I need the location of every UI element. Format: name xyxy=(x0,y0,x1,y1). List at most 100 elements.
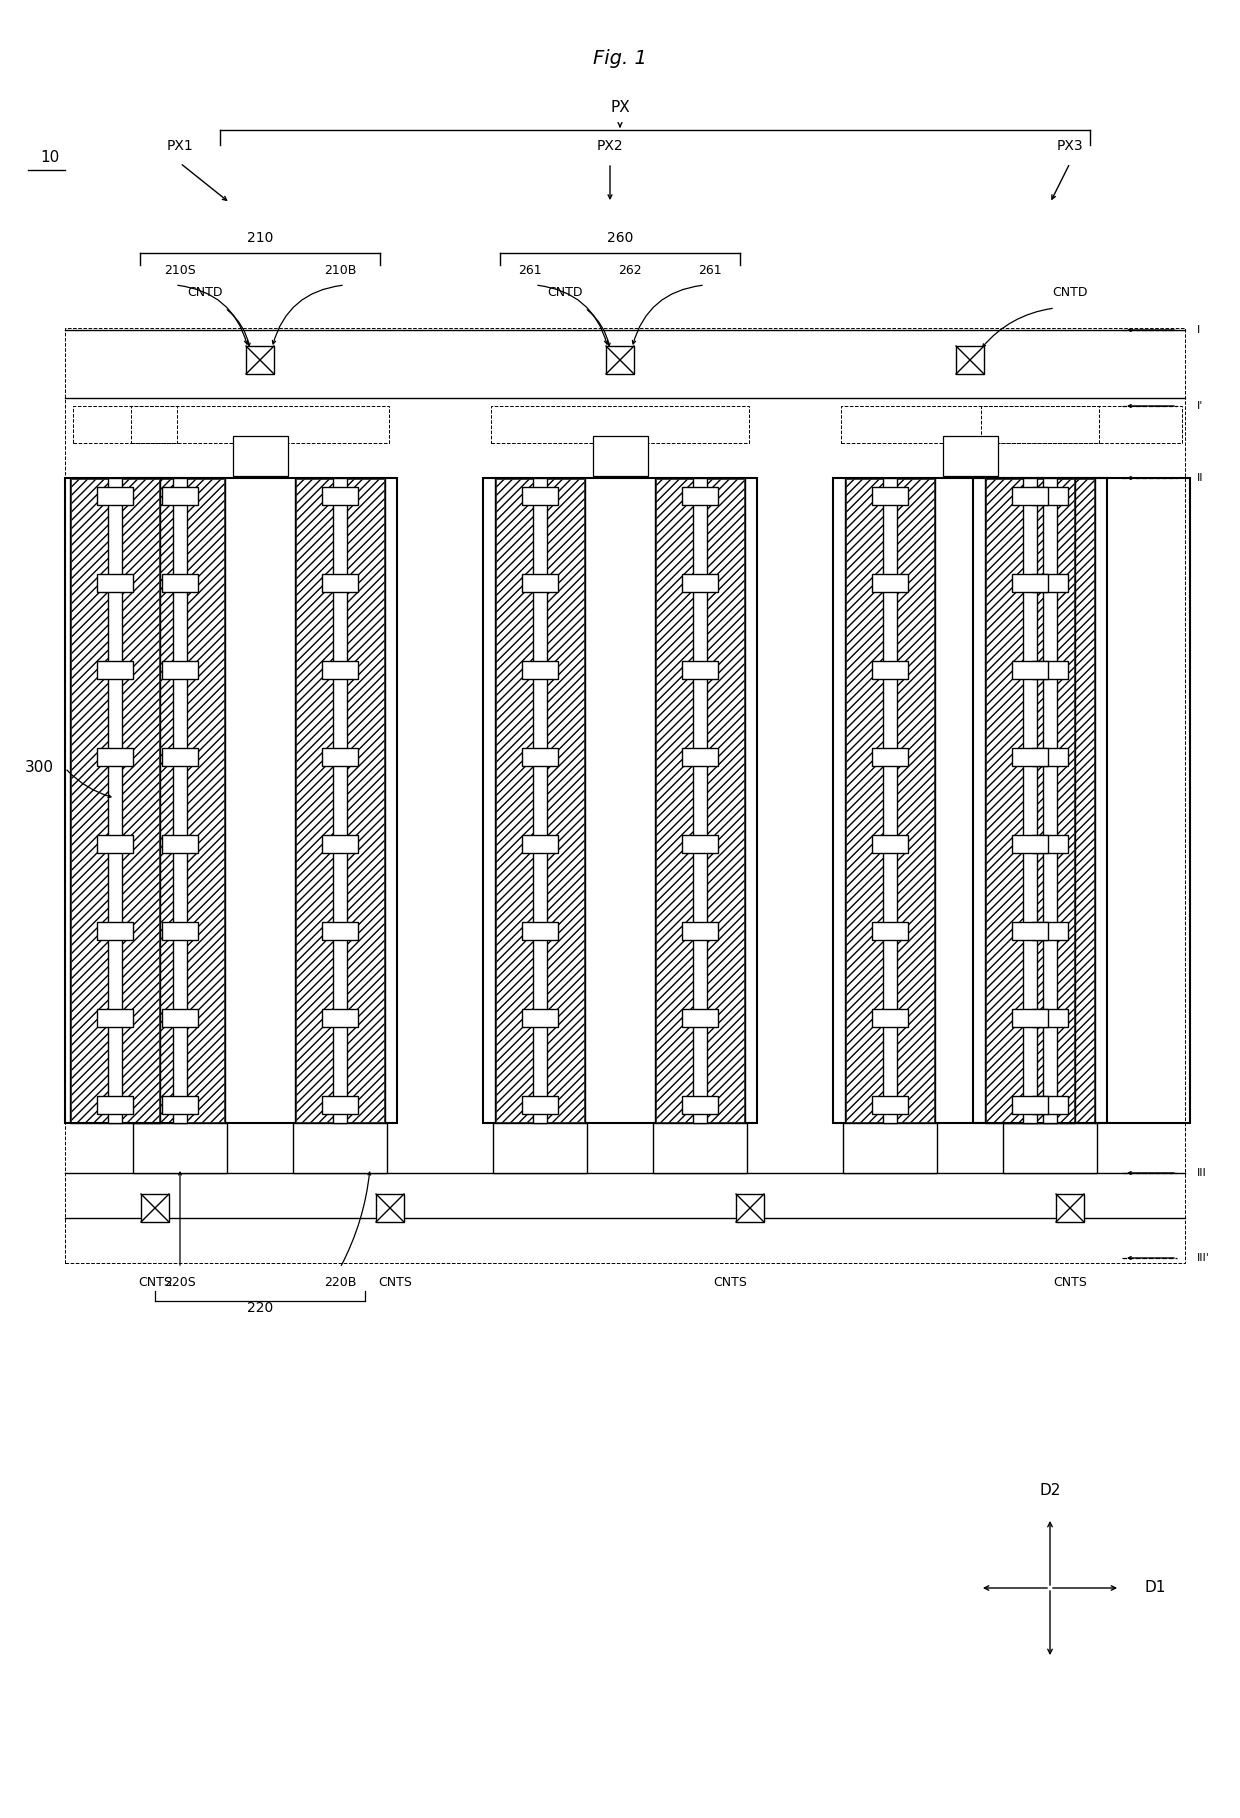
Bar xyxy=(133,1124,227,1173)
Bar xyxy=(322,1096,358,1114)
Text: III': III' xyxy=(1197,1253,1210,1264)
Bar xyxy=(495,478,585,1124)
Bar xyxy=(246,345,274,375)
Bar xyxy=(682,574,718,593)
Bar xyxy=(322,574,358,593)
Bar xyxy=(522,1009,558,1027)
Bar xyxy=(1004,478,1095,1124)
Text: CNTD: CNTD xyxy=(1053,287,1087,300)
Bar xyxy=(162,1009,198,1027)
Bar xyxy=(1032,1009,1068,1027)
Bar xyxy=(522,834,558,853)
Bar xyxy=(296,478,384,1122)
Bar xyxy=(1032,662,1068,678)
Bar xyxy=(1012,834,1048,853)
Bar xyxy=(1006,478,1094,1122)
Bar xyxy=(1056,1194,1084,1222)
Bar xyxy=(872,574,908,593)
Bar xyxy=(97,1096,133,1114)
Bar xyxy=(1012,747,1048,765)
Bar xyxy=(956,345,985,375)
Bar xyxy=(376,1194,404,1222)
Bar xyxy=(682,1096,718,1114)
Bar xyxy=(682,922,718,940)
Bar xyxy=(334,478,347,1124)
Text: II: II xyxy=(1197,473,1204,484)
Text: 262: 262 xyxy=(619,264,642,276)
Bar xyxy=(522,574,558,593)
Bar xyxy=(69,478,160,1124)
Bar xyxy=(162,574,198,593)
Bar xyxy=(985,478,1075,1124)
Bar xyxy=(872,1096,908,1114)
Bar xyxy=(833,478,1107,1124)
Bar xyxy=(322,662,358,678)
Bar xyxy=(522,922,558,940)
Bar xyxy=(73,405,177,444)
Bar xyxy=(655,478,745,1124)
Bar xyxy=(522,487,558,505)
Bar xyxy=(97,574,133,593)
Bar xyxy=(322,922,358,940)
Bar xyxy=(162,487,198,505)
Bar xyxy=(844,478,935,1124)
Text: PX1: PX1 xyxy=(166,138,193,153)
Bar xyxy=(872,747,908,765)
Bar xyxy=(1023,478,1037,1124)
Bar xyxy=(682,487,718,505)
Text: D2: D2 xyxy=(1039,1483,1060,1498)
Bar xyxy=(135,478,224,1124)
Bar xyxy=(1032,922,1068,940)
Bar xyxy=(97,834,133,853)
Bar xyxy=(162,1096,198,1114)
Bar xyxy=(141,1194,169,1222)
Bar xyxy=(653,1124,746,1173)
Text: 261: 261 xyxy=(518,264,542,276)
Bar xyxy=(64,478,185,1124)
Bar xyxy=(973,478,1190,1124)
Text: CNTD: CNTD xyxy=(187,287,223,300)
Bar xyxy=(522,662,558,678)
Bar xyxy=(108,478,122,1124)
Bar xyxy=(522,1096,558,1114)
Bar xyxy=(593,436,649,476)
Bar xyxy=(1012,574,1048,593)
Bar xyxy=(1012,487,1048,505)
Bar xyxy=(1012,662,1048,678)
Bar xyxy=(533,478,547,1124)
Bar xyxy=(872,1009,908,1027)
Bar xyxy=(97,1009,133,1027)
Text: 220S: 220S xyxy=(164,1276,196,1289)
Bar xyxy=(682,662,718,678)
Bar xyxy=(986,478,1074,1122)
Bar xyxy=(883,478,897,1124)
Bar xyxy=(682,747,718,765)
Text: 10: 10 xyxy=(40,151,60,165)
Bar xyxy=(656,478,744,1122)
Bar xyxy=(682,834,718,853)
Bar xyxy=(162,662,198,678)
Bar xyxy=(174,478,187,1124)
Text: CNTS: CNTS xyxy=(138,1276,172,1289)
Bar xyxy=(1032,834,1068,853)
Text: 210B: 210B xyxy=(324,264,356,276)
Bar xyxy=(981,405,1182,444)
Bar xyxy=(162,834,198,853)
Bar xyxy=(1032,1096,1068,1114)
Text: 300: 300 xyxy=(25,760,55,776)
Bar xyxy=(64,327,1185,1264)
Text: CNTS: CNTS xyxy=(1053,1276,1087,1289)
Text: PX: PX xyxy=(610,100,630,116)
Text: 210: 210 xyxy=(247,231,273,245)
Bar xyxy=(322,747,358,765)
Bar xyxy=(1012,1009,1048,1027)
Bar xyxy=(293,1124,387,1173)
Bar xyxy=(97,662,133,678)
Text: 220B: 220B xyxy=(324,1276,356,1289)
Bar xyxy=(1043,478,1056,1124)
Bar xyxy=(97,922,133,940)
Bar xyxy=(522,747,558,765)
Bar xyxy=(322,487,358,505)
Bar xyxy=(322,1009,358,1027)
Text: CNTS: CNTS xyxy=(378,1276,412,1289)
